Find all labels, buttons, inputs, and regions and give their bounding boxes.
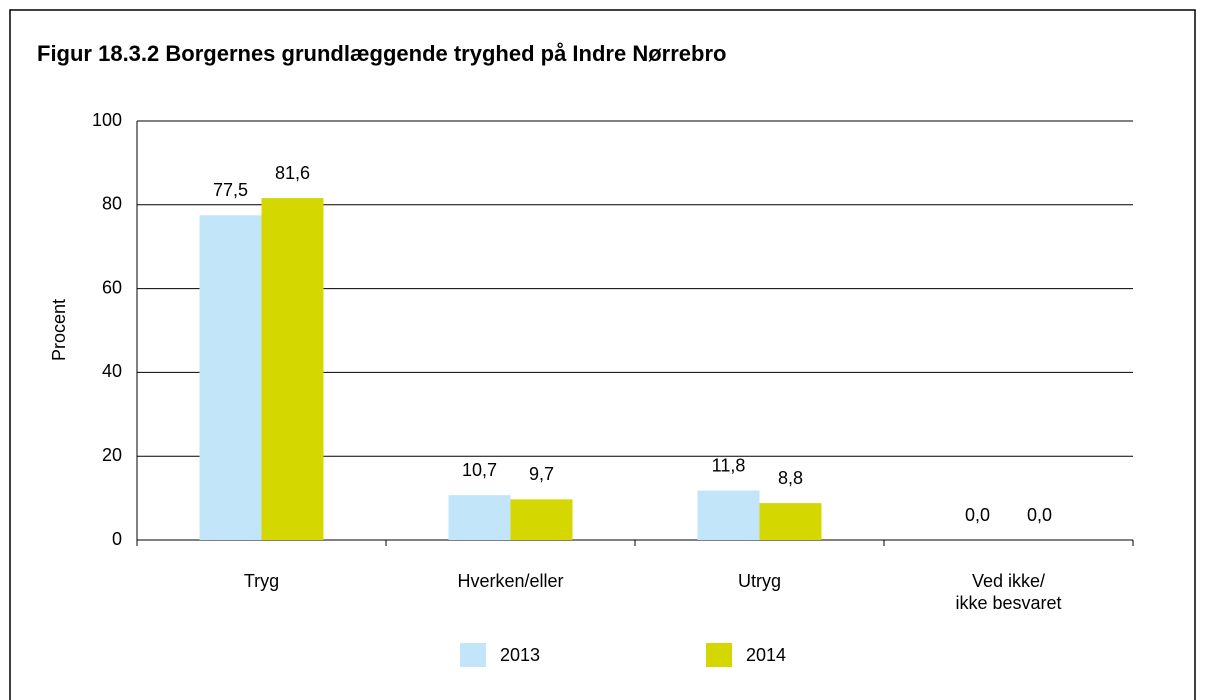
chart-title: Figur 18.3.2 Borgernes grundlæggende try… [37,41,726,66]
y-axis-label: Procent [49,299,69,361]
value-label: 10,7 [462,460,497,480]
y-tick-label: 80 [102,194,122,214]
y-tick-label: 0 [112,529,122,549]
bar [199,215,262,540]
value-label: 8,8 [778,468,803,488]
y-tick-label: 20 [102,445,122,465]
legend-swatch [460,643,486,667]
legend-label: 2014 [746,645,786,665]
bar [510,499,573,540]
bar [697,490,760,540]
x-tick-label: Tryg [244,571,279,591]
value-label: 81,6 [275,163,310,183]
y-tick-label: 40 [102,361,122,381]
x-tick-label: Hverken/eller [457,571,563,591]
x-tick-label: ikke besvaret [955,593,1061,613]
x-tick-label: Utryg [738,571,781,591]
y-tick-label: 60 [102,277,122,297]
bar [448,495,511,540]
y-tick-label: 100 [92,110,122,130]
value-label: 9,7 [529,464,554,484]
legend-label: 2013 [500,645,540,665]
value-label: 77,5 [213,180,248,200]
bar [261,198,324,540]
value-label: 11,8 [712,455,746,475]
value-label: 0,0 [1027,505,1052,525]
bar [759,503,822,540]
frame [9,9,1196,700]
x-tick-label: Ved ikke/ [972,571,1045,591]
legend-swatch [706,643,732,667]
value-label: 0,0 [965,505,990,525]
